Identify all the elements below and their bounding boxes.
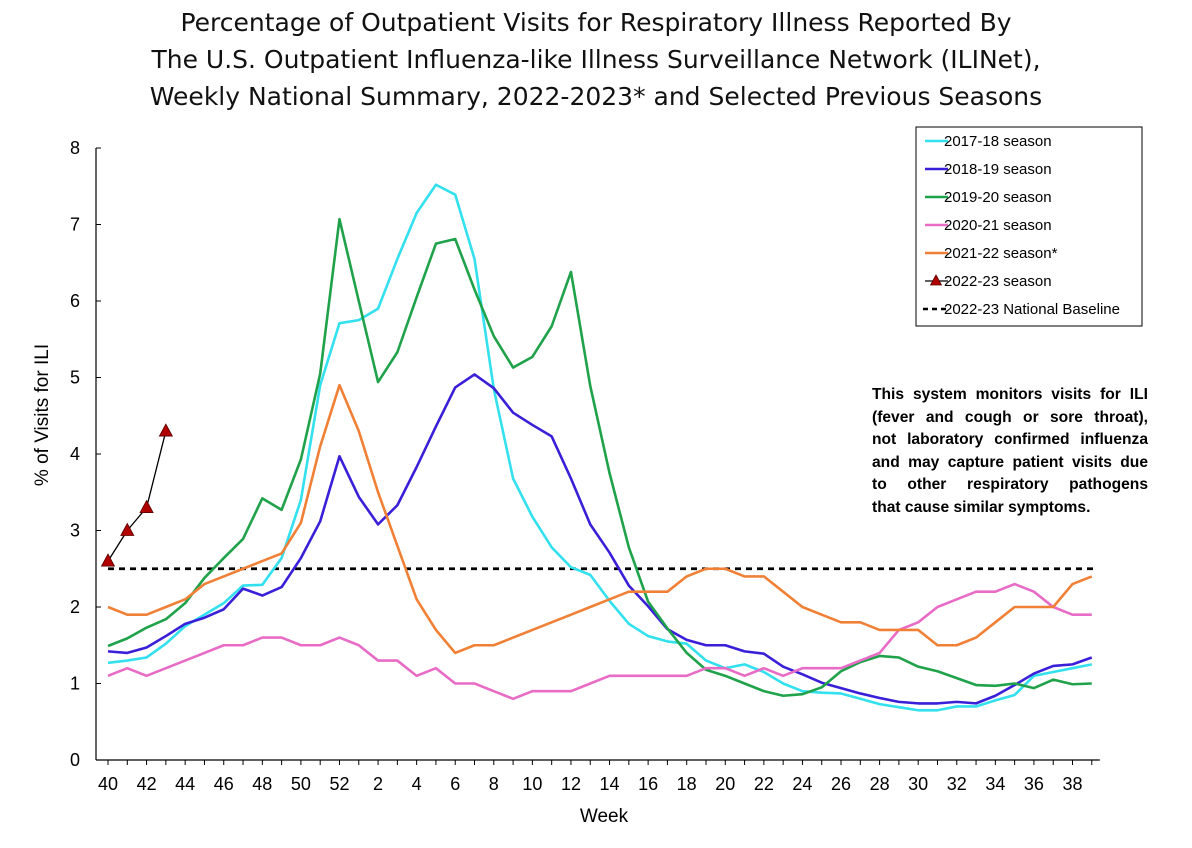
- y-axis-label: % of Visits for ILI: [32, 344, 53, 486]
- x-tick-label: 10: [522, 774, 542, 794]
- series-2021-22-season-: [107, 383, 1093, 655]
- x-tick-label: 42: [137, 774, 157, 794]
- x-tick-label: 24: [792, 774, 812, 794]
- legend-item: 2017-18 season: [925, 133, 1052, 150]
- x-tick-label: 28: [870, 774, 890, 794]
- annotation-line: and may capture patient visits due: [872, 453, 1148, 471]
- legend-label: 2017-18 season: [944, 133, 1052, 150]
- legend-item: 2020-21 season: [925, 217, 1052, 234]
- x-tick-label: 36: [1024, 774, 1044, 794]
- legend-label: 2019-20 season: [944, 189, 1052, 206]
- x-tick-label: 2: [373, 774, 383, 794]
- data-point-marker: [139, 499, 154, 513]
- chart-title: Percentage of Outpatient Visits for Resp…: [0, 4, 1192, 115]
- annotation-line: to other respiratory pathogens: [872, 476, 1148, 493]
- x-tick-label: 32: [947, 774, 967, 794]
- x-tick-label: 52: [329, 774, 349, 794]
- y-tick-label: 7: [70, 215, 80, 235]
- legend-item: 2018-19 season: [925, 161, 1052, 178]
- y-tick-label: 6: [70, 291, 80, 311]
- series-line: [107, 383, 1093, 655]
- series-line: [107, 217, 1092, 698]
- legend-item: 2022-23 National Baseline: [923, 301, 1120, 318]
- y-tick-label: 5: [70, 368, 80, 388]
- x-tick-label: 20: [715, 774, 735, 794]
- chart-title-line: Percentage of Outpatient Visits for Resp…: [180, 8, 1012, 37]
- series-2017-18-season: [107, 183, 1093, 712]
- legend-marker: [929, 274, 943, 286]
- series-line: [107, 430, 167, 562]
- chart-title-line: The U.S. Outpatient Influenza-like Illne…: [151, 45, 1041, 74]
- x-tick-label: 48: [252, 774, 272, 794]
- x-tick-label: 4: [412, 774, 422, 794]
- x-tick-label: 12: [561, 774, 581, 794]
- legend-label: 2022-23 season: [944, 273, 1052, 290]
- y-tick-label: 2: [70, 597, 80, 617]
- annotation-line: that cause similar symptoms.: [872, 498, 1091, 516]
- x-tick-label: 16: [638, 774, 658, 794]
- annotation-line: This system monitors visits for ILI: [872, 386, 1148, 403]
- x-tick-label: 50: [291, 774, 311, 794]
- legend-label: 2021-22 season*: [944, 245, 1058, 262]
- legend-label: 2018-19 season: [944, 161, 1052, 178]
- x-tick-label: 26: [831, 774, 851, 794]
- x-tick-label: 40: [98, 774, 118, 794]
- annotation-line: not laboratory confirmed influenza: [872, 431, 1148, 448]
- legend-box: [915, 126, 1143, 327]
- x-tick-label: 46: [214, 774, 234, 794]
- series-line: [107, 373, 1093, 705]
- x-tick-label: 22: [754, 774, 774, 794]
- legend-item: 2021-22 season*: [925, 245, 1058, 262]
- series-line: [107, 582, 1092, 701]
- legend: 2017-18 season 2018-19 season 2019-20 seas…: [915, 126, 1143, 327]
- chart-title-line: Weekly National Summary, 2022-2023* and …: [149, 82, 1043, 111]
- data-point-marker: [100, 553, 116, 567]
- y-tick-label: 4: [70, 444, 80, 464]
- y-tick-label: 0: [70, 750, 80, 770]
- annotation-line: (fever and cough or sore throat),: [872, 408, 1148, 426]
- x-tick-label: 30: [908, 774, 928, 794]
- legend-label: 2020-21 season: [944, 217, 1052, 234]
- series-line: [107, 183, 1093, 712]
- series-2020-21-season: [107, 582, 1092, 701]
- y-tick-label: 8: [70, 138, 80, 158]
- x-tick-label: 38: [1062, 774, 1082, 794]
- legend-item: 2022-23 season: [925, 273, 1052, 290]
- series-2018-19-season: [107, 373, 1093, 705]
- x-axis-label: Week: [580, 806, 629, 827]
- legend-item: 2019-20 season: [925, 189, 1052, 206]
- x-tick-label: 34: [985, 774, 1005, 794]
- x-tick-label: 18: [677, 774, 697, 794]
- data-point-marker: [120, 522, 135, 536]
- legend-label: 2022-23 National Baseline: [944, 301, 1120, 318]
- x-tick-label: 6: [450, 774, 460, 794]
- series-2022-23-season: [100, 423, 174, 567]
- x-tick-label: 44: [175, 774, 195, 794]
- x-tick-label: 14: [600, 774, 620, 794]
- series-layer: [100, 183, 1098, 712]
- series-2019-20-season: [107, 217, 1092, 698]
- y-tick-label: 1: [70, 674, 80, 694]
- x-tick-label: 8: [489, 774, 499, 794]
- annotation-note: This system monitors visits for ILI (fev…: [872, 384, 1148, 519]
- data-point-marker: [158, 423, 174, 437]
- y-tick-label: 3: [70, 521, 80, 541]
